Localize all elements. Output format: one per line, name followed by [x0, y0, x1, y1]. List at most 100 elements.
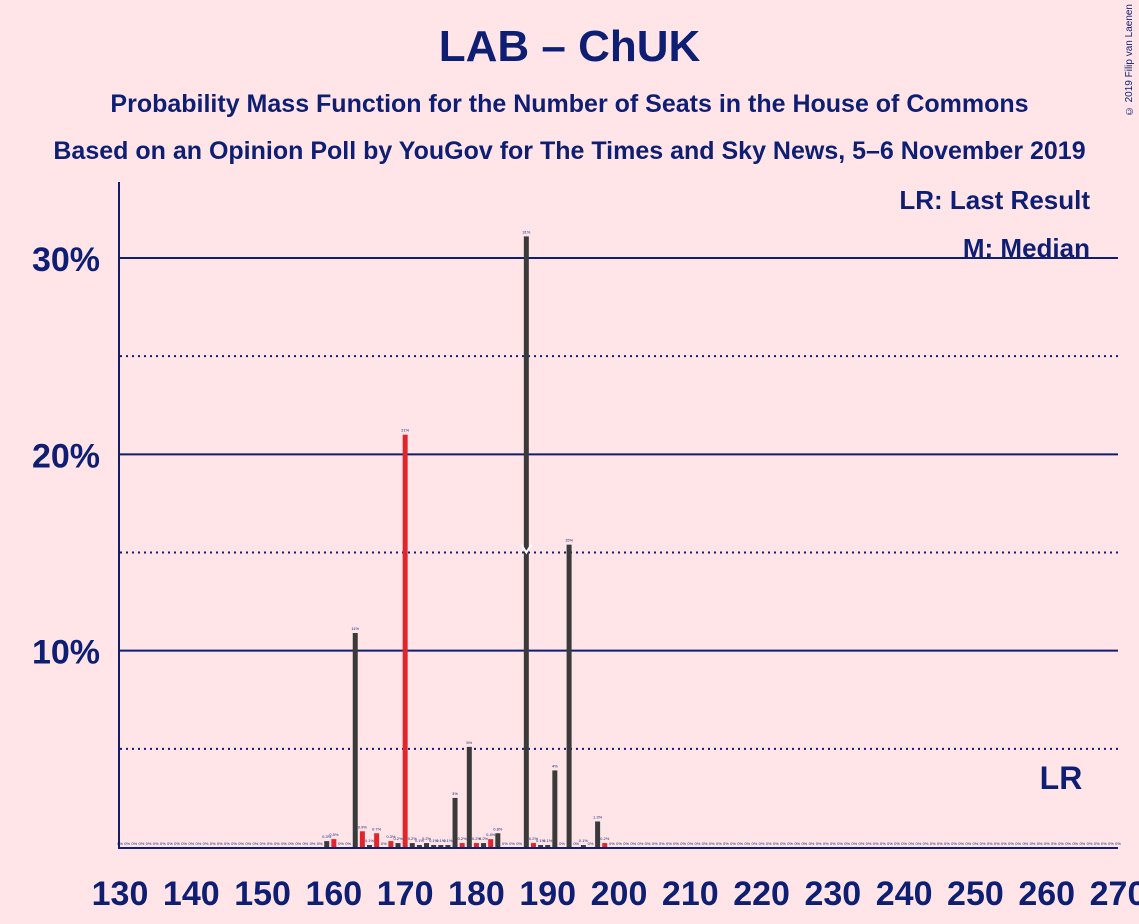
zero-label: 0%: [1072, 841, 1078, 846]
legend-median: M: Median: [963, 233, 1090, 263]
bar-value-label: 0.2%: [422, 836, 432, 841]
bar-value-label: 0.9%: [358, 824, 368, 829]
bar-182: [488, 839, 494, 847]
zero-label: 0%: [702, 841, 708, 846]
bar-176: [445, 845, 451, 847]
zero-label: 0%: [345, 841, 351, 846]
bar-171: [409, 843, 415, 847]
zero-label: 0%: [295, 841, 301, 846]
zero-label: 0%: [1079, 841, 1085, 846]
bar-value-label: 0.2%: [472, 836, 482, 841]
zero-label: 0%: [937, 841, 943, 846]
zero-label: 0%: [637, 841, 643, 846]
bar-174: [431, 845, 437, 847]
zero-label: 0%: [645, 841, 651, 846]
bar-164: [359, 831, 365, 847]
zero-label: 0%: [844, 841, 850, 846]
bar-value-label: 0.5%: [329, 832, 339, 837]
zero-label: 0%: [744, 841, 750, 846]
bar-value-label: 1.3%: [593, 814, 603, 819]
x-tick-label: 190: [519, 875, 576, 913]
zero-label: 0%: [1030, 841, 1036, 846]
y-tick-label: 10%: [32, 634, 100, 672]
zero-label: 0%: [174, 841, 180, 846]
zero-label: 0%: [196, 841, 202, 846]
x-tick-label: 180: [448, 875, 505, 913]
x-tick-label: 170: [377, 875, 434, 913]
zero-label: 0%: [1108, 841, 1114, 846]
zero-label: 0%: [1044, 841, 1050, 846]
bar-value-label: 0.8%: [493, 826, 503, 831]
zero-label: 0%: [224, 841, 230, 846]
x-tick-label: 130: [92, 875, 149, 913]
zero-label: 0%: [616, 841, 622, 846]
zero-label: 0%: [987, 841, 993, 846]
bar-value-label: 0.1%: [536, 838, 546, 843]
zero-label: 0%: [131, 841, 137, 846]
zero-label: 0%: [509, 841, 515, 846]
zero-label: 0%: [260, 841, 266, 846]
bar-165: [367, 845, 372, 847]
bar-178: [459, 843, 465, 847]
bar-value-label: 0.2%: [529, 836, 539, 841]
bar-value-label: 0.4%: [486, 832, 496, 837]
tick-labels: 10%20%30%0% 0% 0% 0% 0% 0% 0% 0% 0% 0% 0% 0% 0% 0% 0% 0…: [32, 229, 1139, 913]
zero-label: 0%: [288, 841, 294, 846]
x-tick-label: 230: [804, 875, 861, 913]
bar-value-label: 21%: [401, 428, 409, 433]
bar-value-label: 15%: [565, 538, 573, 543]
zero-label: 0%: [117, 841, 123, 846]
zero-label: 0%: [809, 841, 815, 846]
bar-169: [395, 843, 401, 847]
zero-label: 0%: [730, 841, 736, 846]
zero-label: 0%: [516, 841, 522, 846]
bar-187: [523, 236, 529, 848]
bar-value-label: 0.1%: [436, 838, 446, 843]
bar-198: [602, 843, 608, 847]
bar-190: [545, 845, 551, 847]
zero-label: 0%: [253, 841, 259, 846]
bar-179: [466, 746, 472, 847]
zero-label: 0%: [787, 841, 793, 846]
bar-163: [352, 632, 358, 847]
bar-value-label: 0.1%: [365, 838, 375, 843]
zero-label: 0%: [238, 841, 244, 846]
zero-label: 0%: [588, 841, 594, 846]
bar-value-label: 0.2%: [458, 836, 468, 841]
bar-value-label: 5%: [466, 740, 472, 745]
x-tick-label: 250: [947, 875, 1004, 913]
zero-label: 0%: [1051, 841, 1057, 846]
zero-label: 0%: [573, 841, 579, 846]
zero-label: 0%: [773, 841, 779, 846]
zero-label: 0%: [302, 841, 308, 846]
zero-label: 0%: [210, 841, 216, 846]
zero-label: 0%: [245, 841, 251, 846]
bar-173: [424, 843, 430, 847]
x-tick-label: 240: [876, 875, 933, 913]
axes: [118, 182, 1118, 849]
zero-label: 0%: [146, 841, 152, 846]
zero-label: 0%: [830, 841, 836, 846]
zero-label: 0%: [1115, 841, 1121, 846]
zero-label: 0%: [737, 841, 743, 846]
zero-label: 0%: [1001, 841, 1007, 846]
zero-label: 0%: [167, 841, 173, 846]
last-result-marker: LR: [1040, 760, 1083, 796]
x-tick-label: 210: [662, 875, 719, 913]
bar-159: [324, 841, 330, 847]
bar-value-label: 4%: [552, 763, 558, 768]
zero-label: 0%: [217, 841, 223, 846]
zero-label: 0%: [181, 841, 187, 846]
bar-value-label: 0.3%: [322, 834, 332, 839]
zero-label: 0%: [630, 841, 636, 846]
bar-value-label: 11%: [351, 626, 359, 631]
grid-lines: [120, 257, 1118, 750]
zero-label: 0%: [1094, 841, 1100, 846]
zero-label: 0%: [203, 841, 209, 846]
bar-183: [495, 833, 501, 847]
zero-label: 0%: [823, 841, 829, 846]
chart-subtitle-source: Based on an Opinion Poll by YouGov for T…: [53, 137, 1086, 165]
zero-label: 0%: [880, 841, 886, 846]
zero-label: 0%: [274, 841, 280, 846]
